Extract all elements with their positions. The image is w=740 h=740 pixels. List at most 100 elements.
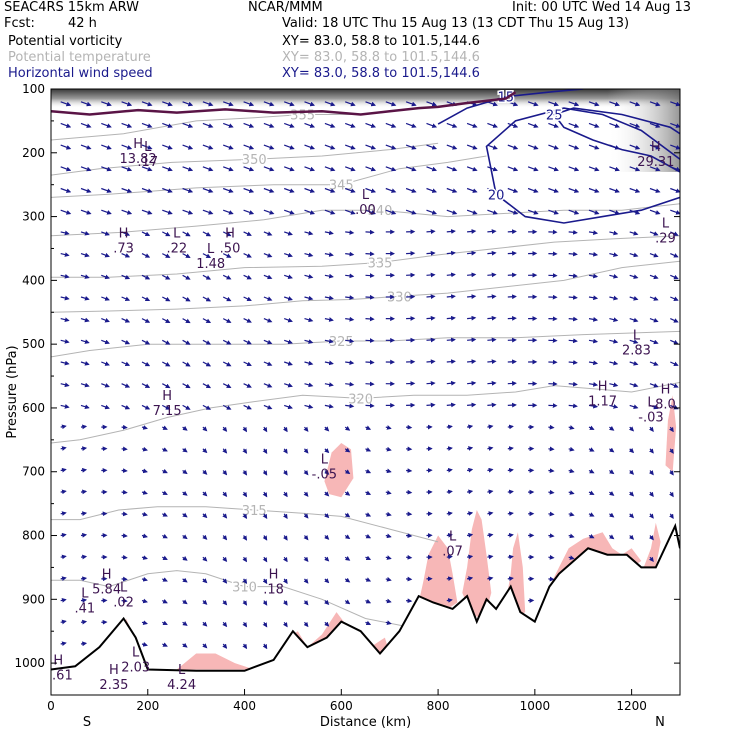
wind-vector-503: [202, 448, 208, 454]
wind-vector-255: [202, 274, 212, 280]
wind-vector-635: [365, 533, 372, 539]
wind-vector-154: [670, 187, 680, 193]
wind-vector-433: [670, 383, 679, 388]
wind-vector-379: [202, 361, 212, 367]
wind-vector-685: [222, 578, 228, 584]
wind-vector-713: [282, 600, 288, 606]
wind-vector-559: [80, 489, 88, 495]
wind-vector-633: [324, 534, 330, 540]
wind-vector-279: [60, 295, 70, 301]
theta-contour-345: [51, 155, 487, 198]
wind-vector-62: [60, 144, 72, 150]
wind-vector-618: [648, 513, 654, 519]
wind-vector-150: [588, 187, 600, 193]
wind-vector-281: [101, 296, 110, 301]
wind-vector-496: [60, 446, 67, 451]
wind-vector-140: [385, 187, 397, 193]
wind-vector-76: [344, 144, 356, 150]
south-end-label: S: [83, 715, 91, 730]
wind-vector-706: [141, 598, 148, 604]
wind-vector-575: [406, 489, 413, 495]
wind-vector-688: [282, 578, 288, 584]
wind-vector-659: [242, 556, 248, 563]
wind-vector-376: [141, 361, 151, 367]
hl-value-1: 2.03: [121, 660, 150, 675]
wind-vector-471: [182, 425, 188, 431]
wind-vector-731: [262, 621, 268, 628]
wind-vector-682: [162, 577, 168, 582]
wind-vector-238: [487, 250, 497, 256]
north-end-label: N: [655, 715, 665, 730]
wind-vector-670: [466, 554, 474, 560]
wind-vector-430: [609, 382, 619, 388]
wind-vector-410: [202, 383, 212, 389]
wind-vector-167: [304, 209, 316, 215]
x-tick-label-600: 600: [330, 699, 353, 713]
wind-vector-595: [182, 512, 188, 518]
wind-vector-698: [487, 576, 494, 581]
wind-vector-131: [202, 187, 214, 193]
wind-vector-691: [344, 577, 351, 583]
wind-vector-502: [182, 447, 188, 453]
wind-vector-181: [588, 209, 600, 215]
wind-vector-90: [629, 144, 641, 150]
wind-vector-588: [669, 491, 674, 498]
wind-vector-606: [406, 511, 413, 517]
wind-vector-252: [141, 274, 151, 280]
wind-vector-381: [243, 361, 252, 367]
hl-value-9: .22: [166, 241, 187, 256]
wind-vector-367: [588, 338, 599, 344]
hl-marker-20: L: [178, 663, 186, 678]
wind-vector-655: [162, 555, 168, 560]
wind-vector-352: [283, 339, 293, 345]
wind-vector-211: [568, 229, 578, 235]
wind-vector-81: [446, 144, 458, 150]
wind-vector-283: [141, 296, 151, 302]
wind-vector-387: [365, 359, 375, 365]
wind-vector-462: [629, 404, 639, 410]
wind-vector-309: [670, 296, 679, 301]
wind-vector-247: [670, 253, 679, 258]
wind-vector-278: [670, 274, 679, 280]
hl-value-19: 2.35: [99, 678, 128, 693]
wind-vector-200: [345, 230, 355, 235]
wind-vector-446: [304, 404, 314, 409]
wind-vector-418: [365, 381, 375, 387]
wind-vector-102: [243, 166, 255, 172]
wind-vector-322: [304, 317, 314, 323]
wind-vector-375: [121, 361, 131, 367]
wind-vector-161: [182, 209, 194, 215]
wind-vector-557: [669, 470, 674, 476]
y-tick-label-600: 600: [22, 401, 45, 415]
y-tick-label-400: 400: [22, 273, 45, 287]
wind-vector-505: [242, 448, 248, 454]
theta-label-335: 335: [368, 257, 393, 272]
wind-vector-623: [121, 533, 128, 539]
wind-vector-533: [182, 469, 188, 475]
x-tick-label-1200: 1200: [616, 699, 647, 713]
wind-vector-493: [628, 426, 635, 432]
wind-vector-249: [80, 274, 90, 279]
wind-vector-235: [426, 250, 436, 256]
wind-vector-599: [262, 513, 268, 520]
wind-vector-129: [162, 187, 173, 193]
wind-vector-314: [141, 318, 151, 323]
wind-vector-277: [649, 274, 659, 280]
wind-vector-3: [121, 101, 133, 107]
wind-vector-313: [121, 318, 131, 323]
wind-vector-414: [284, 382, 293, 388]
wind-vector-397: [568, 360, 578, 365]
wind-vector-444: [263, 404, 273, 410]
wind-vector-69: [202, 144, 214, 150]
wind-vector-111: [426, 166, 438, 172]
y-axis-label: Pressure (hPa): [5, 345, 20, 438]
wind-vector-694: [406, 576, 413, 582]
wind-vector-564: [182, 490, 188, 496]
wind-vector-15: [365, 101, 377, 107]
wind-vector-441: [202, 404, 212, 410]
wind-vector-461: [609, 404, 619, 409]
wind-vector-49: [426, 122, 438, 128]
wind-vector-330: [467, 315, 477, 321]
wind-vector-253: [162, 274, 171, 280]
wind-vector-534: [202, 469, 208, 475]
